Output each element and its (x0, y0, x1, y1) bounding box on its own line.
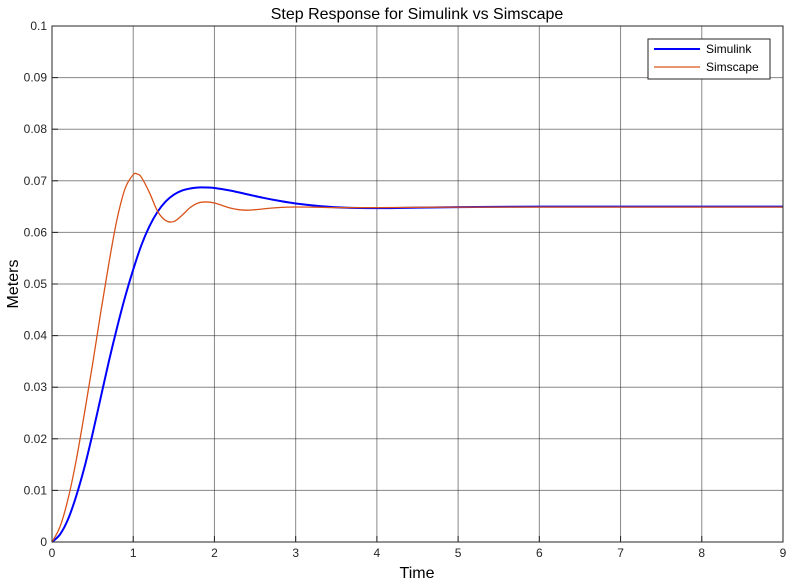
chart-title: Step Response for Simulink vs Simscape (271, 6, 564, 23)
legend: Simulink Simscape (647, 38, 771, 80)
y-tick-label: 0.05 (24, 277, 48, 291)
x-tick-label: 4 (374, 546, 381, 560)
series-line-simscape (51, 172, 783, 543)
y-tick-label: 0.07 (24, 174, 48, 188)
y-tick-label: 0.06 (24, 225, 48, 239)
y-tick-label: 0.09 (24, 71, 48, 85)
grid (51, 25, 784, 543)
y-tick-label: 0.04 (24, 329, 48, 343)
x-tick-label: 8 (698, 546, 705, 560)
y-tick-label: 0 (40, 535, 47, 549)
x-axis-label: Time (400, 565, 435, 582)
ticks: 0 1 2 3 4 5 6 7 8 9 0 0.01 0.02 0.03 0.04 0.05 0.06 0.07 0… (24, 19, 787, 560)
legend-label-simulink: Simulink (706, 42, 752, 56)
y-tick-label: 0.01 (24, 483, 48, 497)
series-layer (51, 172, 783, 543)
y-tick-label: 0.08 (24, 122, 48, 136)
x-tick-label: 1 (130, 546, 137, 560)
x-tick-label: 6 (536, 546, 543, 560)
y-tick-label: 0.03 (24, 380, 48, 394)
x-tick-label: 7 (617, 546, 624, 560)
legend-box (647, 38, 771, 80)
x-tick-label: 2 (211, 546, 218, 560)
x-tick-label: 5 (455, 546, 462, 560)
x-tick-label: 9 (780, 546, 787, 560)
x-tick-label: 3 (292, 546, 299, 560)
y-tick-label: 0.02 (24, 432, 48, 446)
legend-label-simscape: Simscape (706, 60, 759, 74)
y-tick-label: 0.1 (30, 19, 47, 33)
y-axis-label: Meters (5, 260, 22, 309)
x-tick-label: 0 (49, 546, 56, 560)
